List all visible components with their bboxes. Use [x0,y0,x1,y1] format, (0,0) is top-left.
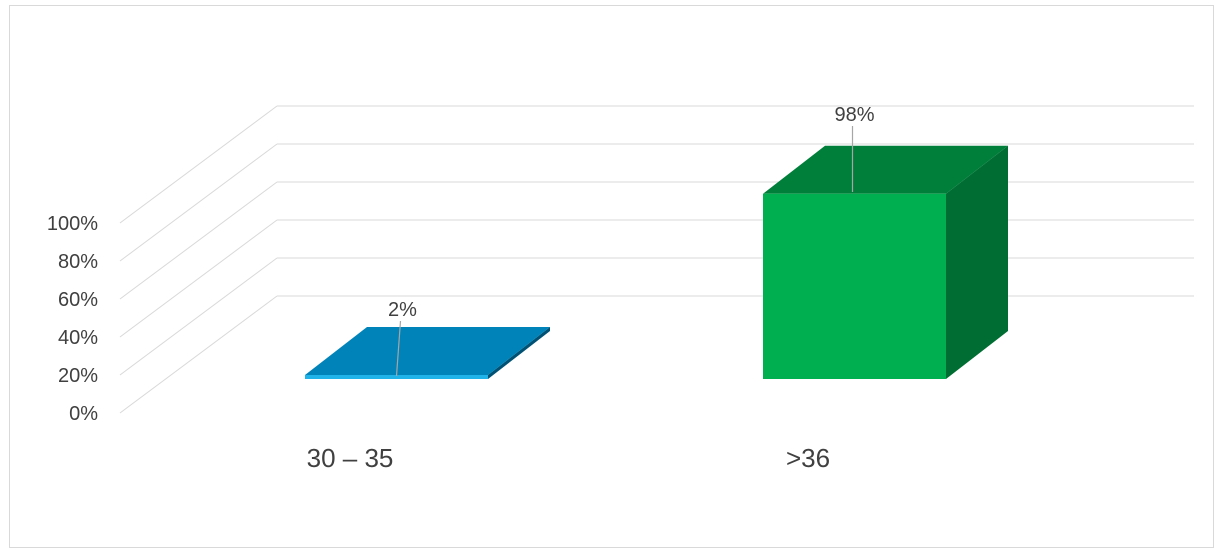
bar-side [488,327,550,379]
bar [305,375,488,379]
data-label: 98% [834,104,874,126]
bars [305,145,1008,379]
y-tick-label: 60% [58,289,98,311]
chart-frame [9,5,1214,548]
x-category-label: 30 – 35 [307,443,394,473]
bar [763,193,946,379]
y-axis-ticks: 0% 20% 40% 60% 80% 100% [47,213,98,425]
gridline-depth [119,105,278,224]
gridline-depth [119,219,278,338]
data-label-leader [395,320,402,377]
y-tick-label: 100% [47,213,98,235]
gridline-depth [119,295,278,414]
x-category-label: >36 [786,443,830,473]
y-tick-label: 20% [58,365,98,387]
y-tick-label: 80% [58,251,98,273]
data-labels: 2% 98% [388,104,875,377]
bar-top [763,145,1008,194]
gridlines [119,105,1194,414]
x-axis-categories: 30 – 35 >36 [307,443,830,473]
gridline-depth [119,181,278,300]
y-tick-label: 40% [58,327,98,349]
bar-top [305,327,550,375]
y-tick-label: 0% [69,403,98,425]
gridline-depth [119,143,278,262]
data-label: 2% [388,299,417,321]
gridline-depth [119,257,278,376]
bar-side [946,145,1008,379]
